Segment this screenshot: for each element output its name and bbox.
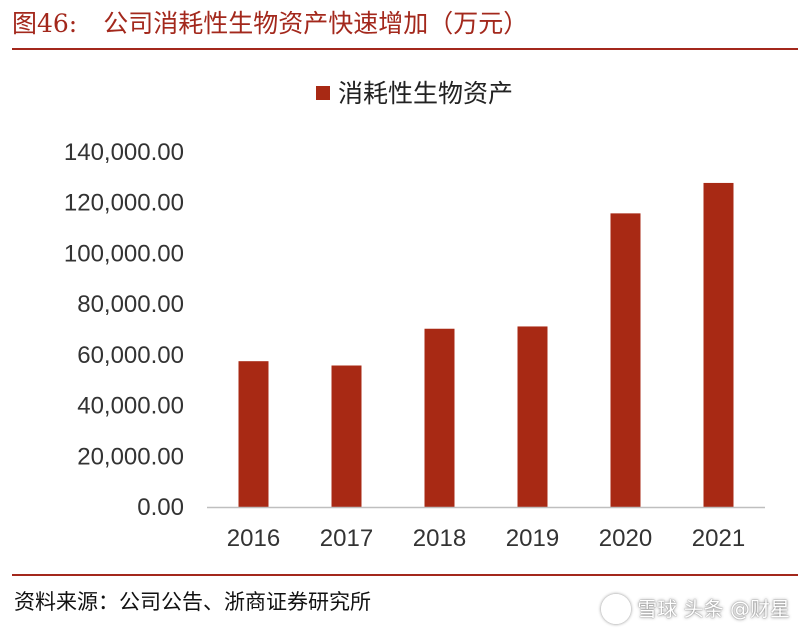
y-tick-label: 80,000.00 — [77, 291, 184, 318]
y-tick-label: 40,000.00 — [77, 393, 184, 420]
bar-2020 — [610, 213, 641, 507]
y-tick-label: 120,000.00 — [64, 190, 184, 217]
y-tick-label: 140,000.00 — [64, 139, 184, 166]
watermark-logo-icon — [601, 594, 632, 624]
legend-label: 消耗性生物资产 — [338, 79, 513, 108]
x-tick-label: 2016 — [227, 525, 280, 552]
y-axis: 0.00 20,000.00 40,000.00 60,000.00 80,000.00… — [64, 139, 184, 521]
bar-2017 — [331, 365, 362, 507]
y-tick-label: 0.00 — [137, 494, 184, 521]
x-tick-label: 2021 — [692, 525, 745, 552]
bar-chart: 消耗性生物资产 0.00 20,000.00 40,000.00 60,000.00 8… — [64, 79, 765, 552]
x-tick-label: 2017 — [320, 525, 373, 552]
x-tick-label: 2019 — [506, 525, 559, 552]
top-rule — [12, 48, 798, 50]
x-tick-label: 2020 — [599, 525, 652, 552]
bars — [238, 182, 734, 507]
bar-2019 — [517, 326, 548, 507]
x-tick-label: 2018 — [413, 525, 466, 552]
x-axis: 2016 2017 2018 2019 2020 2021 — [227, 525, 745, 552]
chart-legend: 消耗性生物资产 — [316, 79, 513, 108]
bar-2016 — [238, 361, 269, 507]
bar-2018 — [424, 328, 455, 507]
bar-2021 — [703, 182, 734, 507]
y-tick-label: 20,000.00 — [77, 443, 184, 470]
watermark: 雪球 头条 @财星 — [601, 590, 790, 628]
legend-swatch — [316, 86, 330, 100]
figure-number: 图46: — [12, 9, 78, 38]
bottom-rule — [12, 574, 798, 576]
y-tick-label: 100,000.00 — [64, 240, 184, 267]
source-note: 资料来源：公司公告、浙商证券研究所 — [14, 590, 371, 614]
figure-title-text: 公司消耗性生物资产快速增加（万元） — [103, 9, 529, 38]
figure-title: 图46: 公司消耗性生物资产快速增加（万元） — [12, 6, 528, 42]
y-tick-label: 60,000.00 — [77, 342, 184, 369]
watermark-text: 雪球 头条 @财星 — [637, 597, 790, 621]
